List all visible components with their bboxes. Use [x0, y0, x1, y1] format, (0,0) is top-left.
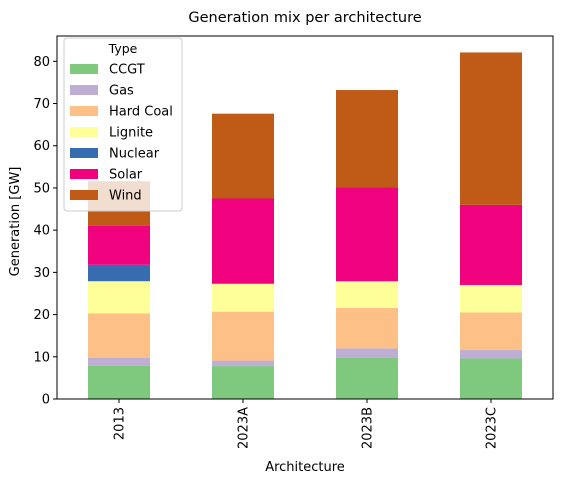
bars-layer	[88, 52, 522, 399]
legend-label-nuclear: Nuclear	[109, 147, 160, 162]
bar-segment-gas-2023c	[460, 350, 522, 359]
bar-segment-solar-2013	[88, 225, 150, 265]
legend-title: Type	[108, 41, 138, 56]
y-tick-label: 10	[33, 350, 50, 365]
legend-swatch-hard-coal	[70, 106, 98, 116]
bar-segment-wind-2023b	[336, 90, 398, 188]
legend-label-wind: Wind	[109, 189, 142, 204]
legend-box	[63, 37, 183, 212]
y-axis-label: Generation [GW]	[8, 167, 23, 277]
legend-swatch-lignite	[70, 127, 98, 137]
bar-segment-nuclear-2013	[88, 264, 150, 282]
bar-segment-hard-coal-2023a	[212, 311, 274, 361]
y-tick-label: 80	[33, 55, 50, 70]
bar-segment-gas-2013	[88, 357, 150, 366]
legend-swatch-ccgt	[70, 64, 98, 74]
bar-segment-hard-coal-2013	[88, 313, 150, 358]
legend-label-solar: Solar	[109, 168, 143, 183]
y-tick-label: 50	[33, 181, 50, 196]
bar-segment-solar-2023c	[460, 204, 522, 286]
bar-segment-hard-coal-2023b	[336, 307, 398, 349]
x-tick-label: 2013	[113, 407, 128, 440]
x-tick-label: 2023A	[237, 407, 252, 449]
bar-segment-ccgt-2023c	[460, 358, 522, 399]
y-tick-label: 70	[33, 97, 50, 112]
y-tick-label: 60	[33, 139, 50, 154]
bar-segment-ccgt-2023a	[212, 366, 274, 399]
legend-swatch-solar	[70, 169, 98, 179]
legend: Type CCGT Gas Hard Coal Lignite Nuclear Solar W…	[63, 37, 183, 212]
bar-segment-lignite-2023c	[460, 285, 522, 313]
legend-swatch-gas	[70, 85, 98, 95]
bar-segment-ccgt-2023b	[336, 357, 398, 399]
legend-label-ccgt: CCGT	[109, 63, 145, 78]
y-tick-label: 0	[42, 393, 50, 408]
bar-segment-solar-2023b	[336, 187, 398, 282]
legend-label-lignite: Lignite	[109, 126, 153, 141]
legend-label-gas: Gas	[109, 84, 134, 99]
legend-swatch-nuclear	[70, 148, 98, 158]
x-tick-label: 2023B	[361, 407, 376, 449]
bar-segment-solar-2023a	[212, 198, 274, 284]
bar-segment-lignite-2023b	[336, 281, 398, 308]
bar-segment-lignite-2013	[88, 281, 150, 314]
bar-segment-gas-2023a	[212, 360, 274, 367]
x-tick-label: 2023C	[485, 407, 500, 449]
bar-segment-wind-2023c	[460, 52, 522, 205]
bar-segment-ccgt-2013	[88, 365, 150, 399]
y-tick-label: 20	[33, 308, 50, 323]
bar-segment-gas-2023b	[336, 348, 398, 358]
y-tick-label: 30	[33, 266, 50, 281]
axes-layer: 0 10 20 30 40 50 60 70 80 2013 2023A 2023B 2023C	[33, 35, 554, 449]
bar-segment-wind-2023a	[212, 113, 274, 199]
y-tick-label: 40	[33, 224, 50, 239]
x-axis-label: Architecture	[265, 460, 345, 475]
plot-frame	[56, 35, 554, 400]
legend-swatch-wind	[70, 190, 98, 200]
chart-title: Generation mix per architecture	[188, 10, 421, 26]
legend-label-hard-coal: Hard Coal	[109, 105, 173, 120]
bar-segment-lignite-2023a	[212, 283, 274, 312]
bar-segment-hard-coal-2023c	[460, 312, 522, 351]
